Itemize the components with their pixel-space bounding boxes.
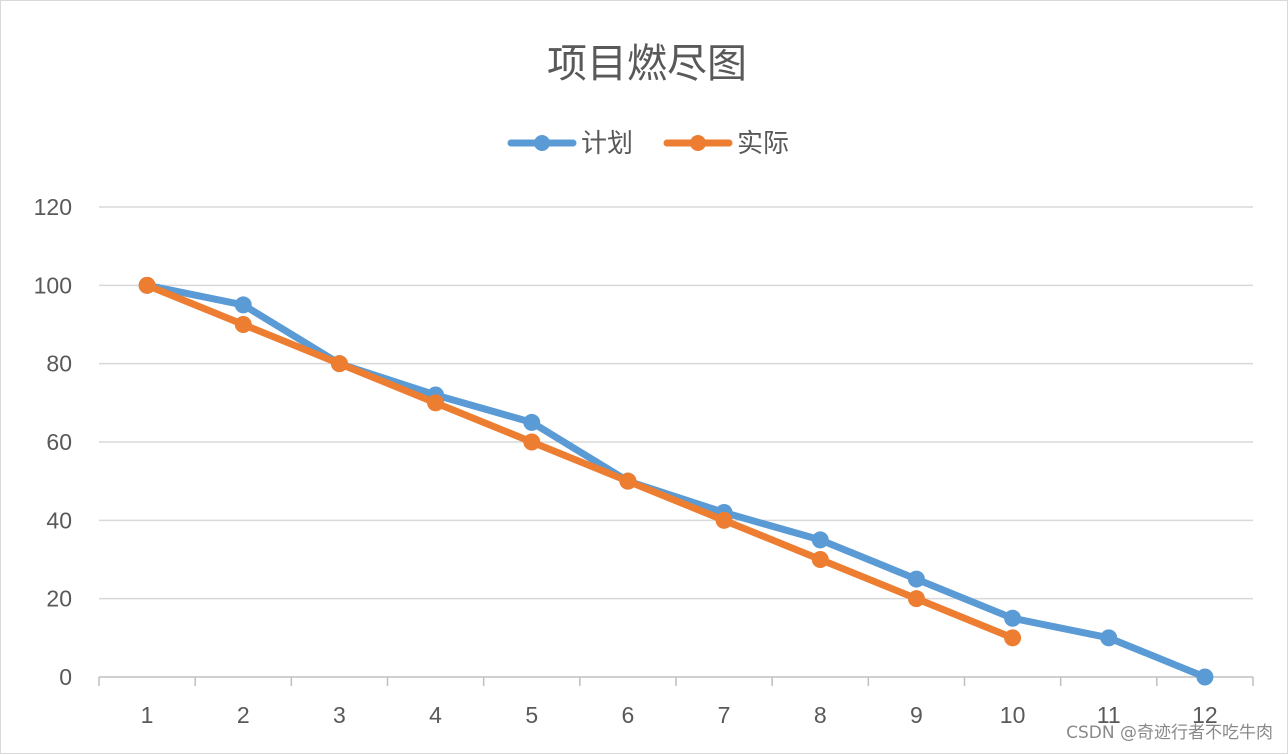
data-point-plan: [907, 570, 925, 588]
data-point-plan: [523, 413, 541, 431]
watermark: CSDN @奇迹行者不吃牛肉: [1066, 723, 1273, 743]
y-tick-label: 40: [46, 507, 72, 533]
x-tick-label: 8: [814, 702, 827, 728]
x-tick-label: 6: [622, 702, 635, 728]
data-point-actual: [330, 355, 348, 373]
data-point-plan: [1100, 629, 1118, 647]
y-tick-label: 20: [46, 586, 72, 612]
data-point-actual: [523, 433, 541, 451]
y-tick-label: 0: [59, 664, 72, 690]
data-point-actual: [619, 472, 637, 490]
x-tick-label: 12: [1192, 702, 1218, 728]
x-tick-label: 9: [910, 702, 923, 728]
series-line-plan: [143, 281, 1209, 681]
data-point-plan: [811, 531, 829, 549]
x-tick-label: 7: [718, 702, 731, 728]
gridlines: [99, 206, 1253, 600]
y-tick-label: 120: [34, 194, 72, 220]
data-point-plan: [1004, 609, 1022, 627]
x-tick-label: 4: [429, 702, 442, 728]
legend-label-actual: 实际: [737, 129, 789, 159]
legend-label-plan: 计划: [581, 129, 633, 159]
chart-title: 项目燃尽图: [547, 41, 747, 87]
data-point-actual: [1004, 629, 1022, 647]
x-tick-label: 1: [141, 702, 154, 728]
legend-item-plan: 计划: [507, 129, 633, 159]
data-point-plan: [234, 296, 252, 314]
x-axis: 1 2 3 4 5 6 7 8 9 10 11 12: [98, 676, 1254, 728]
y-tick-label: 100: [34, 272, 72, 298]
x-tick-label: 5: [525, 702, 538, 728]
legend: 计划 实际: [507, 129, 789, 159]
y-tick-label: 80: [46, 351, 72, 377]
data-point-actual: [138, 276, 156, 294]
legend-marker-plan: [534, 135, 550, 151]
y-axis-ticks: 0 20 40 60 80 100 120: [34, 194, 72, 690]
data-point-actual: [234, 316, 252, 333]
legend-marker-actual: [690, 135, 706, 151]
data-point-plan: [1196, 668, 1214, 686]
data-point-actual: [715, 511, 733, 529]
y-tick-label: 60: [46, 429, 72, 455]
x-tick-label: 3: [333, 702, 346, 728]
data-point-actual: [907, 590, 925, 608]
series-line-actual: [143, 281, 1017, 642]
data-point-actual: [811, 551, 829, 568]
legend-item-actual: 实际: [663, 129, 789, 159]
data-point-actual: [427, 394, 445, 412]
x-tick-label: 10: [1000, 702, 1026, 728]
series-group: [138, 276, 1214, 686]
x-tick-label: 2: [237, 702, 250, 728]
x-tick-label: 11: [1097, 702, 1121, 728]
